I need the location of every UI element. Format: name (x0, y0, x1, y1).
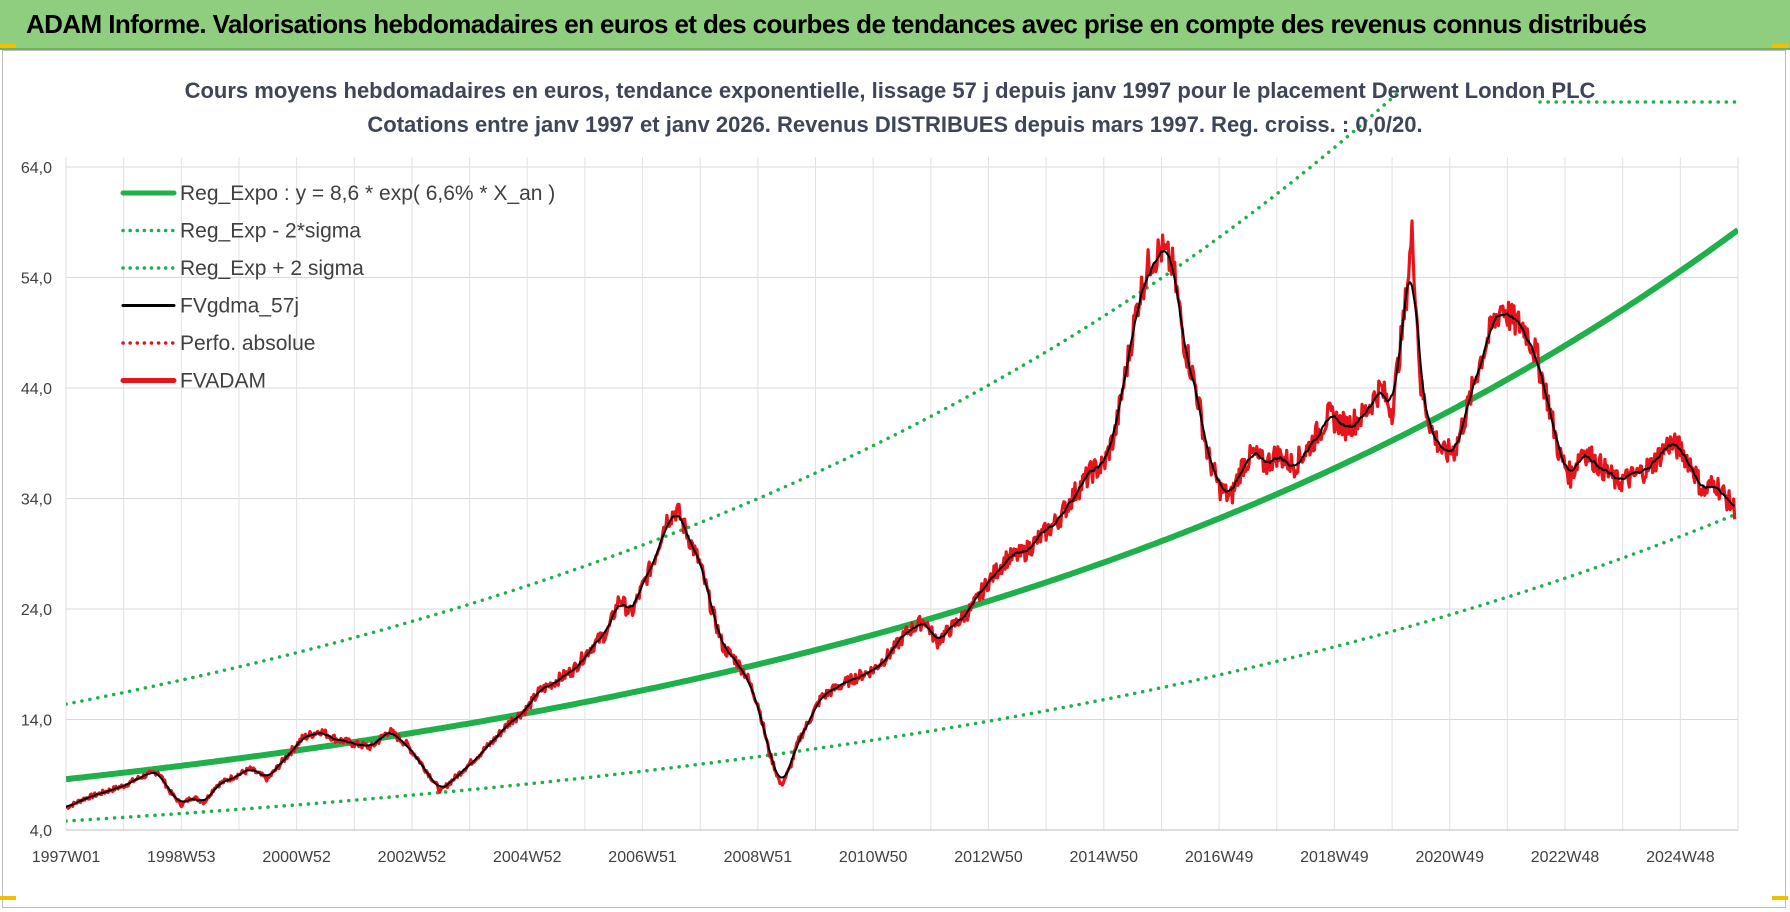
y-tick-label: 34,0 (21, 492, 52, 509)
corner-marker-top-left (0, 44, 16, 48)
x-tick-label: 2006W51 (608, 849, 677, 866)
legend-label: FVADAM (180, 370, 266, 393)
x-tick-label: 2008W51 (724, 849, 793, 866)
x-tick-label: 2000W52 (262, 849, 331, 866)
legend-label: Perfo. absolue (180, 332, 315, 355)
y-tick-label: 64,0 (21, 160, 52, 177)
x-tick-label: 2010W50 (839, 849, 908, 866)
report-title: ADAM Informe. Valorisations hebdomadaire… (26, 9, 1647, 39)
legend-label: Reg_Exp + 2 sigma (180, 257, 364, 280)
reg-exp-plus-2sigma-line (66, 88, 1406, 706)
x-tick-label: 2022W48 (1531, 849, 1600, 866)
x-tick-label: 2014W50 (1070, 849, 1139, 866)
chart-frame (2, 50, 1786, 908)
legend-label: FVgdma_57j (180, 295, 299, 318)
x-tick-label: 2016W49 (1185, 849, 1254, 866)
chart-title-line-1: Cours moyens hebdomadaires en euros, ten… (185, 78, 1596, 103)
y-tick-label: 54,0 (21, 271, 52, 288)
corner-marker-bottom-right (1772, 896, 1788, 900)
x-tick-label: 2012W50 (954, 849, 1023, 866)
y-tick-label: 4,0 (30, 823, 52, 840)
reg-exp-minus-2sigma-line (66, 511, 1738, 823)
y-tick-label: 14,0 (21, 713, 52, 730)
legend-label: Reg_Expo : y = 8,6 * exp( 6,6% * X_an ) (180, 182, 555, 205)
reg-expo-line (66, 227, 1738, 783)
x-tick-label: 2020W49 (1415, 849, 1484, 866)
y-tick-label: 24,0 (21, 602, 52, 619)
x-tick-label: 1997W01 (32, 849, 101, 866)
y-tick-label: 44,0 (21, 381, 52, 398)
x-tick-label: 2002W52 (378, 849, 447, 866)
fvadam-line (66, 219, 1737, 810)
x-tick-label: 2024W48 (1646, 849, 1715, 866)
fvgdma-57j-line (66, 249, 1736, 808)
x-tick-label: 1998W53 (147, 849, 216, 866)
corner-marker-top-right (1772, 44, 1788, 48)
x-tick-label: 2004W52 (493, 849, 562, 866)
report-banner: ADAM Informe. Valorisations hebdomadaire… (0, 0, 1790, 50)
x-tick-label: 2018W49 (1300, 849, 1369, 866)
chart-title-line-2: Cotations entre janv 1997 et janv 2026. … (367, 112, 1422, 137)
legend-label: Reg_Exp - 2*sigma (180, 220, 361, 243)
corner-marker-bottom-left (0, 896, 16, 900)
